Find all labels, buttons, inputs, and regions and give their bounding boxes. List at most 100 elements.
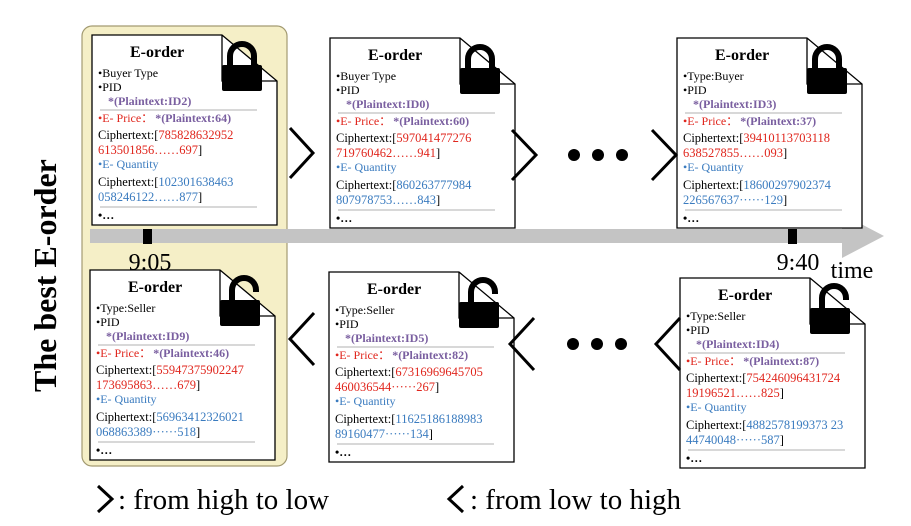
order-quantity-cipher-line: Ciphertext:[102301638463 [98,175,233,189]
unlocked-padlock-icon [220,275,260,326]
legend-gt-symbol [96,484,115,514]
quantity-cipher-part-1: 11625186188983 [395,412,482,426]
lt-chevron-1 [287,311,316,367]
price-cipher-part-1: 785828632952 [158,128,233,142]
lt-chevron-3 [653,316,682,372]
order-price-cipher-line: Ciphertext:[67316969645705 [335,365,483,379]
order-price-cipher-line: Ciphertext:[754246096431724 [686,371,841,385]
order-quantity-cipher-line: Ciphertext:[4882578199373 23 [686,418,843,432]
order-more: •… [98,208,114,222]
order-quantity-cipher-line: Ciphertext:[11625186188983 [335,412,482,426]
quantity-cipher-part-1: 56963412326021 [156,410,244,424]
order-price-label: •E- Price： [98,111,153,125]
gt-chevron-3 [650,128,679,182]
cipher-label: Ciphertext:[ [686,418,746,432]
price-cipher-part-1: 754246096431724 [746,371,841,385]
order-quantity-cipher-line-2: 068863389······518] [96,425,200,439]
order-pid-label: •PID [96,315,120,329]
cipher-bracket: ] [436,146,440,160]
e-order-document: E-order •Type:Seller•PID*(Plaintext:ID5) •… [328,271,515,463]
order-price-label: •E- Price： [96,346,151,360]
order-quantity-cipher-line: Ciphertext:[860263777984 [336,178,472,192]
order-more: •… [683,211,699,225]
order-price-line: •E- Price： *(Plaintext:60) [336,114,469,128]
price-cipher-part-1: 39410113703118 [743,131,830,145]
timeline-tick-start [143,229,152,244]
order-price-line: •E- Price： *(Plaintext:87) [686,354,819,368]
cipher-label: Ciphertext:[ [683,178,743,192]
price-cipher-part-1: 597041477276 [396,131,471,145]
cipher-label: Ciphertext:[ [335,365,395,379]
order-title: E-order [715,47,769,64]
order-price-line: •E- Price： *(Plaintext:64) [98,111,231,125]
gt-chevron-1 [288,126,316,180]
cipher-bracket: ] [436,193,440,207]
order-quantity-cipher-line-2: 89160477······134] [335,427,433,441]
order-title: E-order [367,281,421,298]
cipher-bracket: ] [435,380,439,394]
order-quantity-cipher-line-2: 807978753……843] [336,193,440,207]
cipher-label: Ciphertext:[ [336,131,396,145]
legend: : from high to low : from low to high [96,484,682,516]
cipher-label: Ciphertext:[ [98,175,158,189]
legend-gt-text: : from high to low [118,484,329,516]
order-quantity-cipher-line-2: 058246122……877] [98,190,202,204]
order-quantity-cipher-line-2: 44740048······587] [686,433,784,447]
order-more: •… [686,451,702,465]
order-quantity-cipher-line: Ciphertext:[56963412326021 [96,410,244,424]
quantity-cipher-part-1: 860263777984 [396,178,472,192]
price-cipher-part-2: 719760462……941 [336,146,436,160]
order-type: •Type:Seller [96,301,155,315]
legend-lt-text: : from low to high [470,484,682,516]
order-price-plaintext: *(Plaintext:87) [743,354,819,368]
unlocked-padlock-icon [810,283,850,334]
order-title: E-order [718,287,772,304]
order-pid-label: •PID [686,323,710,337]
quantity-cipher-part-2: 226567637······129 [683,193,783,207]
order-type: •Buyer Type [336,69,396,83]
cipher-label: Ciphertext:[ [686,371,746,385]
e-order-document: E-order •Buyer Type•PID*(Plaintext:ID2) •E… [91,34,278,226]
order-type: •Type:Seller [335,303,394,317]
cipher-label: Ciphertext:[ [96,363,156,377]
side-title: The best E-order [27,159,63,392]
time-axis-label: time [831,258,874,284]
cipher-label: Ciphertext:[ [336,178,396,192]
e-order-document: E-order •Type:Seller•PID*(Plaintext:ID9) •… [89,269,276,461]
cipher-bracket: ] [783,193,787,207]
order-pid-label: •PID [683,83,707,97]
order-price-plaintext: *(Plaintext:60) [393,114,469,128]
quantity-cipher-part-1: 102301638463 [158,175,233,189]
gt-chevron-2 [510,128,539,182]
price-cipher-part-1: 67316969645705 [395,365,483,379]
order-price-line: •E- Price： *(Plaintext:82) [335,348,468,362]
order-price-line: •E- Price： *(Plaintext:37) [683,114,816,128]
order-price-cipher-line-2: 173695863……679] [96,378,200,392]
e-order-document: E-order •Type:Buyer•PID*(Plaintext:ID3) •E… [676,37,863,229]
cipher-bracket: ] [198,143,202,157]
order-title: E-order [130,44,184,61]
order-pid-plaintext: *(Plaintext:ID5) [345,331,428,345]
order-price-cipher-line: Ciphertext:[597041477276 [336,131,471,145]
unlocked-padlock-icon [459,277,499,328]
orders-layer: E-order•Buyer Type•PID*(Plaintext:ID2)•E… [89,34,866,469]
cipher-bracket: ] [198,190,202,204]
price-cipher-part-2: 460036544······267 [335,380,435,394]
order-pid-plaintext: *(Plaintext:ID0) [346,97,429,111]
cipher-bracket: ] [783,146,787,160]
order-quantity-cipher-line: Ciphertext:[18600297902374 [683,178,832,192]
order-price-line: •E- Price： *(Plaintext:46) [96,346,229,360]
order-pid-label: •PID [336,83,360,97]
legend-lt-symbol [446,484,465,514]
order-pid-plaintext: *(Plaintext:ID9) [106,329,189,343]
order-quantity-cipher-line-2: 226567637······129] [683,193,787,207]
order-quantity-label: •E- Quantity [335,394,396,408]
order-more: •… [335,445,351,459]
order-price-plaintext: *(Plaintext:82) [392,348,468,362]
order-price-cipher-line: Ciphertext:[39410113703118 [683,131,830,145]
quantity-cipher-part-1: 18600297902374 [743,178,831,192]
price-cipher-part-2: 613501856……697 [98,143,198,157]
cipher-label: Ciphertext:[ [335,412,395,426]
e-order-document: E-order •Type:Seller•PID*(Plaintext:ID4) •… [679,277,866,469]
